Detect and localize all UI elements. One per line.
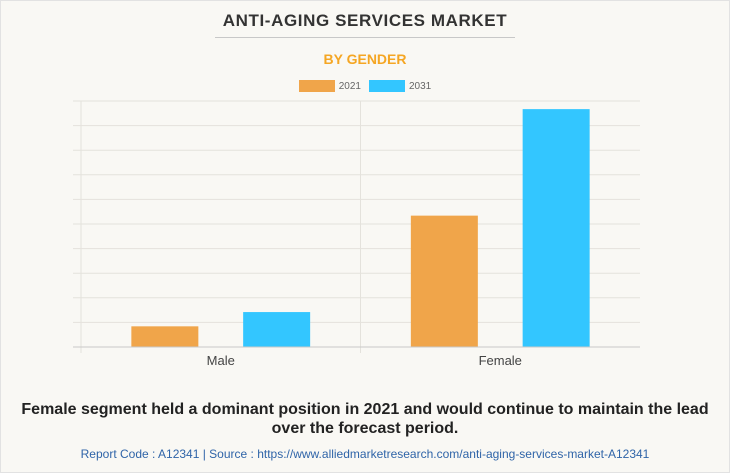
title-divider — [215, 37, 515, 38]
legend-label-2021: 2021 — [338, 80, 361, 92]
chart-title: ANTI-AGING SERVICES MARKET — [222, 11, 508, 30]
source-footer[interactable]: Report Code : A12341 | Source : https://… — [80, 447, 650, 461]
legend-item-2031[interactable]: 2031 — [369, 80, 431, 92]
chart-subtitle: BY GENDER — [323, 51, 407, 67]
bar-male-2021 — [131, 326, 199, 347]
legend: 2021 2031 — [0, 80, 730, 92]
x-tick-label-male: Male — [207, 353, 235, 368]
bar-female-2031 — [522, 109, 590, 347]
chart-caption: Female segment held a dominant position … — [21, 401, 709, 437]
legend-item-2021[interactable]: 2021 — [298, 80, 361, 92]
bar-male-2031 — [243, 312, 311, 347]
legend-swatch-2021 — [298, 80, 335, 92]
legend-label-2031: 2031 — [409, 80, 432, 92]
legend-swatch-2031 — [369, 80, 405, 92]
bar-female-2021 — [410, 215, 478, 347]
x-tick-label-female: Female — [479, 353, 522, 368]
